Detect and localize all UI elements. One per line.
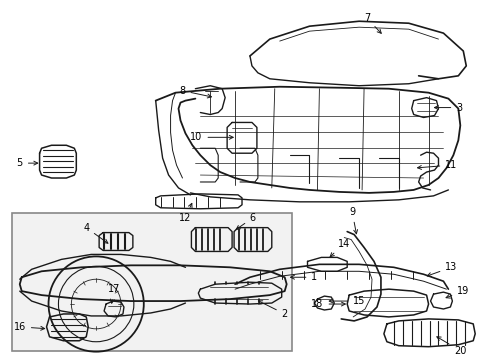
Text: 6: 6 [236, 213, 256, 229]
Text: 20: 20 [436, 337, 466, 356]
Text: 18: 18 [311, 299, 345, 309]
Text: 1: 1 [290, 272, 317, 282]
Text: 8: 8 [179, 86, 211, 98]
Text: 9: 9 [348, 207, 357, 234]
Text: 14: 14 [329, 239, 349, 257]
Text: 19: 19 [445, 286, 468, 298]
Text: 10: 10 [190, 132, 233, 142]
Bar [12, 213, 291, 351]
Text: 2: 2 [258, 301, 287, 319]
Text: 13: 13 [427, 262, 457, 276]
Text: 4: 4 [83, 222, 108, 243]
Text: 7: 7 [363, 13, 381, 33]
Text: 11: 11 [417, 160, 457, 170]
Text: 16: 16 [14, 322, 44, 332]
Text: 5: 5 [17, 158, 38, 168]
Text: 17: 17 [108, 284, 120, 303]
Text: 12: 12 [179, 203, 192, 223]
Text: 3: 3 [433, 103, 462, 113]
Text: 15: 15 [328, 296, 365, 306]
